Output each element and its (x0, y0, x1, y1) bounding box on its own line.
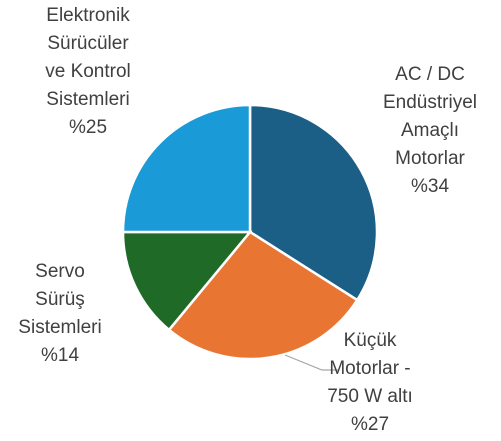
slice-label: Elektronik Sürücüler ve Kontrol Sistemleri (45, 5, 131, 110)
pie-slice (167, 230, 359, 361)
slice-label: Küçük Motorlar -750 W altı (327, 330, 413, 407)
pie-slice (121, 103, 252, 234)
slice-label: Servo Sürüş Sistemleri (18, 261, 101, 338)
value-label: %14 (41, 345, 79, 366)
leader-line (284, 354, 338, 371)
value-label: %27 (351, 414, 389, 435)
pie-slice (121, 230, 253, 332)
value-label: %34 (411, 176, 449, 197)
slice-label: AC / DC Endüstriyel Amaçlı Motorlar (383, 64, 477, 169)
value-label: %25 (69, 117, 107, 138)
